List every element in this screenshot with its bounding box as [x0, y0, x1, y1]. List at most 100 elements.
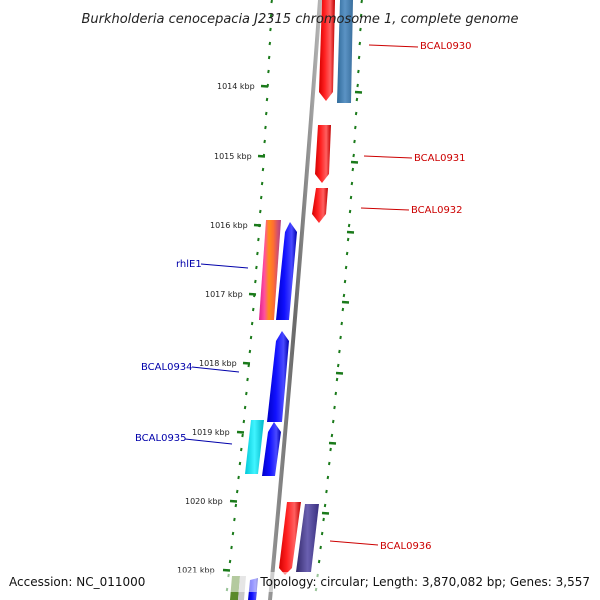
tick-dot: [268, 41, 272, 46]
tick-dot: [242, 419, 246, 424]
tick-dot: [340, 321, 344, 326]
tick-dot: [246, 377, 249, 382]
major-tick-6: [229, 499, 238, 503]
tick-dot: [243, 405, 247, 410]
major-tick-0: [260, 84, 269, 88]
tick-dot: [327, 461, 331, 466]
tick-dot: [260, 181, 264, 186]
tick-dot: [269, 13, 273, 18]
gene-BCAL0930-slate[interactable]: [337, 0, 353, 103]
tick-dot: [238, 461, 242, 466]
tick-dot: [352, 153, 355, 158]
major-tick-4: [242, 361, 251, 365]
tick-dot: [358, 41, 362, 46]
tick-dot: [264, 111, 268, 116]
tick-dot: [265, 97, 269, 102]
major-tick-7: [222, 568, 231, 572]
tick-dot: [257, 237, 260, 242]
outer-major-tick-1: [350, 160, 359, 164]
map-title: Burkholderia cenocepacia J2315 chromosom…: [81, 12, 518, 27]
tick-dot: [248, 349, 252, 354]
gene-BCAL0930-red[interactable]: [319, 0, 335, 101]
tick-label-1017: 1017 kbp: [205, 290, 243, 299]
tick-label-1019: 1019 kbp: [192, 428, 230, 437]
tick-dot: [255, 265, 258, 270]
gene-label-rhlE1[interactable]: rhlE1: [176, 259, 202, 270]
tick-dot: [251, 307, 255, 312]
tick-dot: [322, 517, 325, 522]
tick-dot: [333, 405, 336, 410]
gene-label-BCAL0934[interactable]: BCAL0934: [141, 362, 193, 373]
leader-BCAL0932: [360, 207, 410, 211]
tick-dot: [344, 265, 348, 270]
tick-dot: [269, 27, 272, 32]
tick-dot: [348, 209, 352, 214]
outer-major-tick-2: [346, 230, 355, 234]
outer-tick-arc: [314, 0, 363, 592]
major-tick-1: [257, 154, 266, 158]
gene-label-BCAL0930[interactable]: BCAL0930: [420, 41, 472, 52]
gene-label-BCAL0932[interactable]: BCAL0932: [411, 205, 463, 216]
tick-dot: [335, 377, 339, 382]
tick-dot: [270, 0, 273, 4]
accession-text: Accession: NC_011000: [9, 575, 145, 589]
tick-dot: [254, 279, 257, 284]
tick-dot: [357, 69, 360, 74]
tick-dot: [359, 13, 363, 18]
tick-dot: [245, 391, 248, 396]
tick-dot: [259, 209, 262, 214]
tick-dot: [233, 517, 236, 522]
gene-BCAL0936-navy[interactable]: [296, 504, 319, 572]
tick-dot: [230, 545, 233, 550]
gene-BCAL0936-red[interactable]: [279, 502, 301, 575]
tick-dot: [359, 27, 362, 32]
gene-BCAL0935-cyan[interactable]: [245, 420, 264, 474]
gene-BCAL0934[interactable]: [267, 331, 289, 422]
leader-BCAL0934: [191, 366, 240, 373]
tick-dot: [249, 335, 253, 340]
tick-label-1014: 1014 kbp: [217, 82, 255, 91]
gene-rhlE1-neighbor[interactable]: [276, 222, 297, 320]
tick-dot: [261, 167, 265, 172]
tick-dot: [317, 559, 321, 564]
tick-dot: [234, 503, 238, 508]
tick-dot: [231, 531, 235, 536]
gene-rhlE1[interactable]: [259, 220, 281, 320]
tick-dot: [346, 237, 350, 242]
gene-BCAL0932[interactable]: [312, 188, 328, 223]
tick-label-1018: 1018 kbp: [199, 359, 237, 368]
tick-dot: [329, 447, 332, 452]
tick-dot: [345, 251, 349, 256]
gene-label-BCAL0935[interactable]: BCAL0935: [135, 433, 187, 444]
gene-BCAL0931[interactable]: [315, 125, 331, 183]
tick-dot: [347, 223, 351, 228]
tick-dot: [250, 321, 254, 326]
tick-dot: [267, 55, 271, 60]
gene-BCAL0935[interactable]: [262, 422, 281, 476]
tick-label-1020: 1020 kbp: [185, 497, 223, 506]
tick-dot: [239, 447, 243, 452]
leader-BCAL0930: [368, 44, 419, 48]
gene-label-BCAL0931[interactable]: BCAL0931: [414, 153, 466, 164]
gene-label-BCAL0936[interactable]: BCAL0936: [380, 541, 432, 552]
outer-major-tick-6: [321, 511, 330, 515]
chromosome-backbone: [268, 0, 322, 600]
tick-label-1016: 1016 kbp: [210, 221, 248, 230]
tick-dot: [354, 111, 358, 116]
outer-major-tick-5: [328, 441, 337, 445]
tick-dot: [353, 139, 356, 144]
major-tick-5: [236, 430, 245, 434]
tick-dot: [263, 139, 266, 144]
tick-dot: [320, 531, 324, 536]
tick-dot: [326, 475, 330, 480]
tick-dot: [350, 181, 354, 186]
tick-dot: [341, 307, 345, 312]
tick-dot: [339, 335, 342, 340]
tick-dot: [349, 195, 353, 200]
major-tick-2: [253, 223, 262, 227]
tick-dot: [338, 349, 341, 354]
tick-label-1021: 1021 kbp: [177, 566, 215, 575]
tick-dot: [259, 195, 263, 200]
tick-dot: [256, 251, 259, 256]
leader-BCAL0931: [363, 155, 413, 159]
